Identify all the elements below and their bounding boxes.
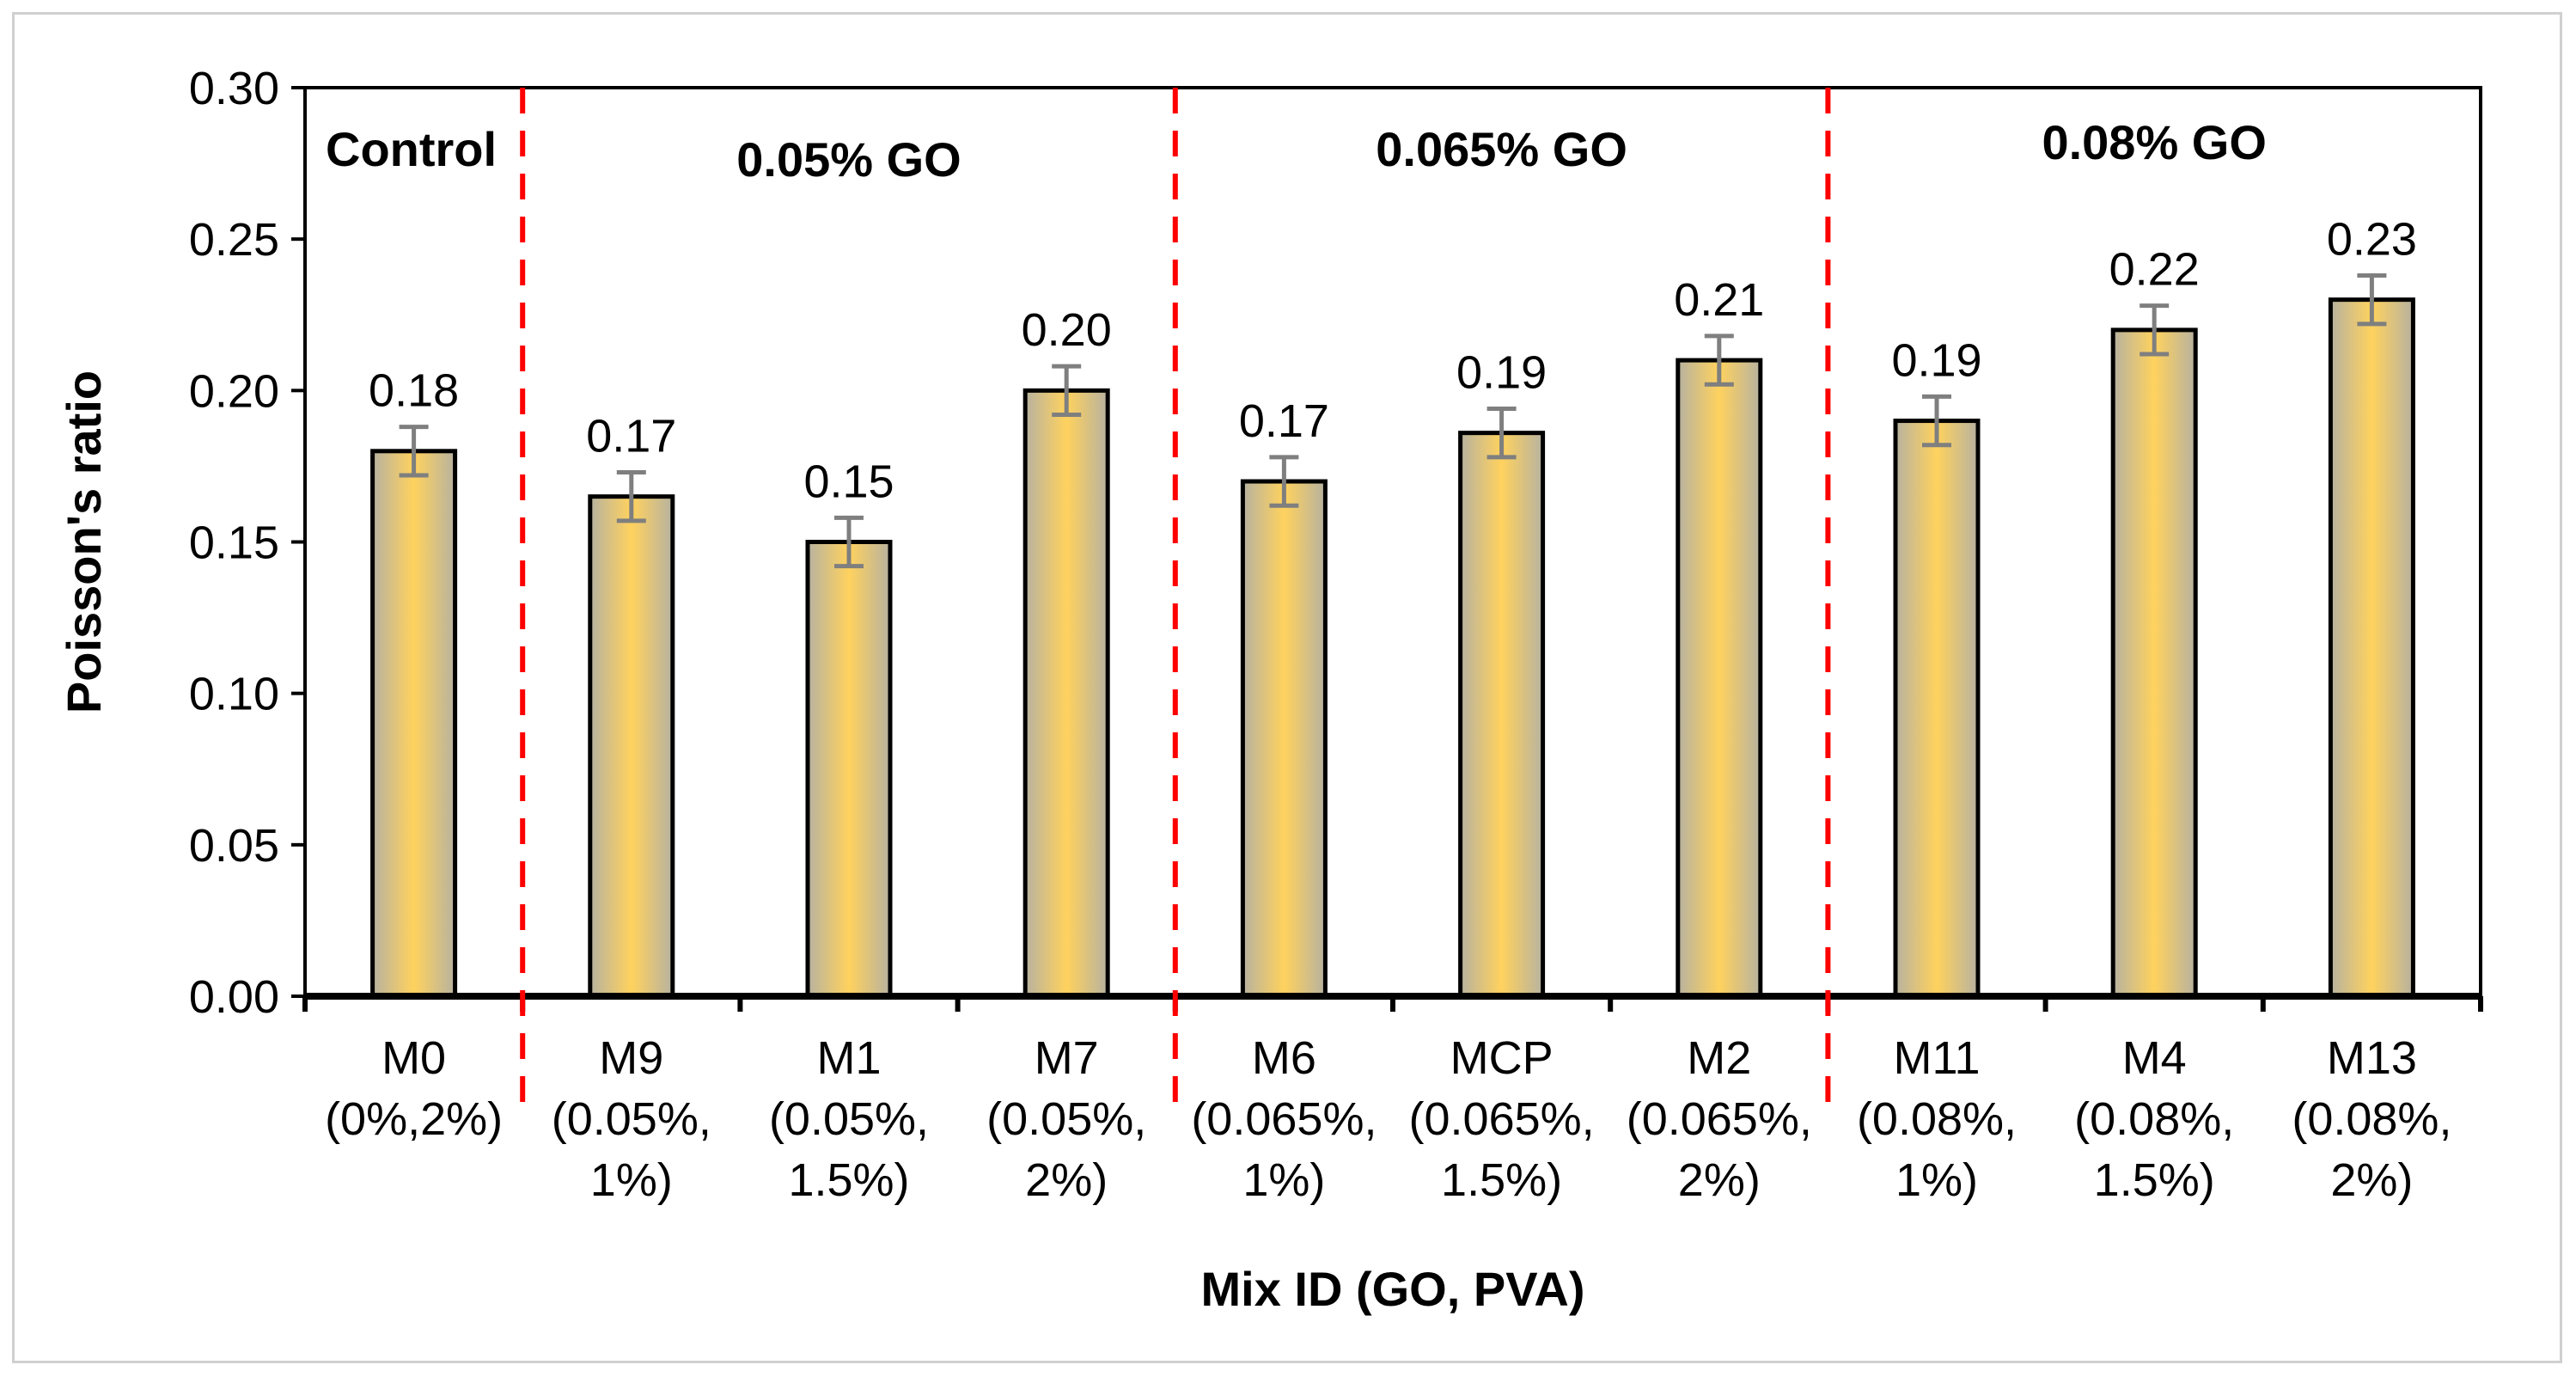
data-label: 0.23 (2327, 213, 2417, 265)
category-label: M2 (1687, 1032, 1751, 1084)
group-label: 0.08% GO (2042, 115, 2266, 169)
y-tick-label: 0.30 (189, 63, 279, 114)
bar (805, 540, 893, 999)
category-label: 1.5%) (1441, 1154, 1562, 1206)
bar (1458, 431, 1546, 999)
y-tick-label: 0.20 (189, 365, 279, 417)
category-label: M6 (1252, 1032, 1316, 1084)
category-label: M13 (2327, 1032, 2417, 1084)
category-label: M7 (1035, 1032, 1099, 1084)
category-label: (0.065%, (1627, 1093, 1812, 1145)
bar (1893, 419, 1981, 999)
data-label: 0.20 (1022, 304, 1112, 356)
category-label: M11 (1893, 1032, 1980, 1084)
poisson-ratio-bar-chart: 0.00 0.05 0.10 0.15 0.20 0.25 0.30 0.18 M0 (0%,2… (57, 63, 2483, 1316)
y-tick-label: 0.05 (189, 820, 279, 872)
data-label: 0.17 (586, 410, 676, 462)
category-label: 2%) (1678, 1154, 1761, 1206)
group-label: 0.05% GO (736, 132, 961, 187)
bar (370, 449, 458, 999)
category-label: (0.065%, (1409, 1093, 1595, 1145)
bar (1676, 358, 1763, 999)
y-tick-label: 0.15 (189, 517, 279, 569)
category-label: M1 (816, 1032, 881, 1084)
group-label: 0.065% GO (1376, 122, 1627, 176)
category-label: M0 (382, 1032, 446, 1084)
category-label: MCP (1450, 1032, 1554, 1084)
category-label: (0.05%, (552, 1093, 711, 1145)
category-label: 1%) (590, 1154, 673, 1206)
category-label: (0.065%, (1191, 1093, 1377, 1145)
y-axis-title: Poisson's ratio (57, 370, 111, 713)
data-label: 0.19 (1891, 334, 1981, 386)
category-label: (0.08%, (2074, 1093, 2234, 1145)
category-label: (0.05%, (769, 1093, 929, 1145)
category-label: 1%) (1242, 1154, 1325, 1206)
y-tick-label: 0.10 (189, 669, 279, 720)
bar (1022, 388, 1110, 999)
group-label: Control (326, 122, 497, 176)
bar (2110, 327, 2198, 999)
figure-frame: 0.00 0.05 0.10 0.15 0.20 0.25 0.30 0.18 M0 (0%,2… (12, 12, 2562, 1363)
bar (588, 494, 675, 999)
category-label: (0%,2%) (325, 1093, 503, 1145)
category-label: 1.5%) (2094, 1154, 2215, 1206)
bar (1240, 479, 1328, 999)
y-tick-label: 0.25 (189, 214, 279, 266)
y-tick-label: 0.00 (189, 971, 279, 1023)
category-label: (0.08%, (1857, 1093, 2017, 1145)
category-label: M9 (599, 1032, 663, 1084)
data-label: 0.21 (1674, 274, 1764, 326)
data-label: 0.17 (1239, 395, 1329, 447)
category-label: 2%) (2330, 1154, 2413, 1206)
category-label: (0.05%, (986, 1093, 1146, 1145)
x-axis-title: Mix ID (GO, PVA) (1201, 1262, 1585, 1316)
category-label: 1%) (1895, 1154, 1978, 1206)
data-label: 0.19 (1456, 346, 1547, 398)
category-label: 1.5%) (788, 1154, 909, 1206)
data-label: 0.22 (2109, 244, 2200, 296)
category-label: 2%) (1025, 1154, 1108, 1206)
data-label: 0.18 (369, 365, 459, 417)
data-label: 0.15 (803, 456, 894, 507)
category-label: (0.08%, (2292, 1093, 2451, 1145)
category-label: M4 (2122, 1032, 2187, 1084)
bar (2328, 297, 2415, 999)
